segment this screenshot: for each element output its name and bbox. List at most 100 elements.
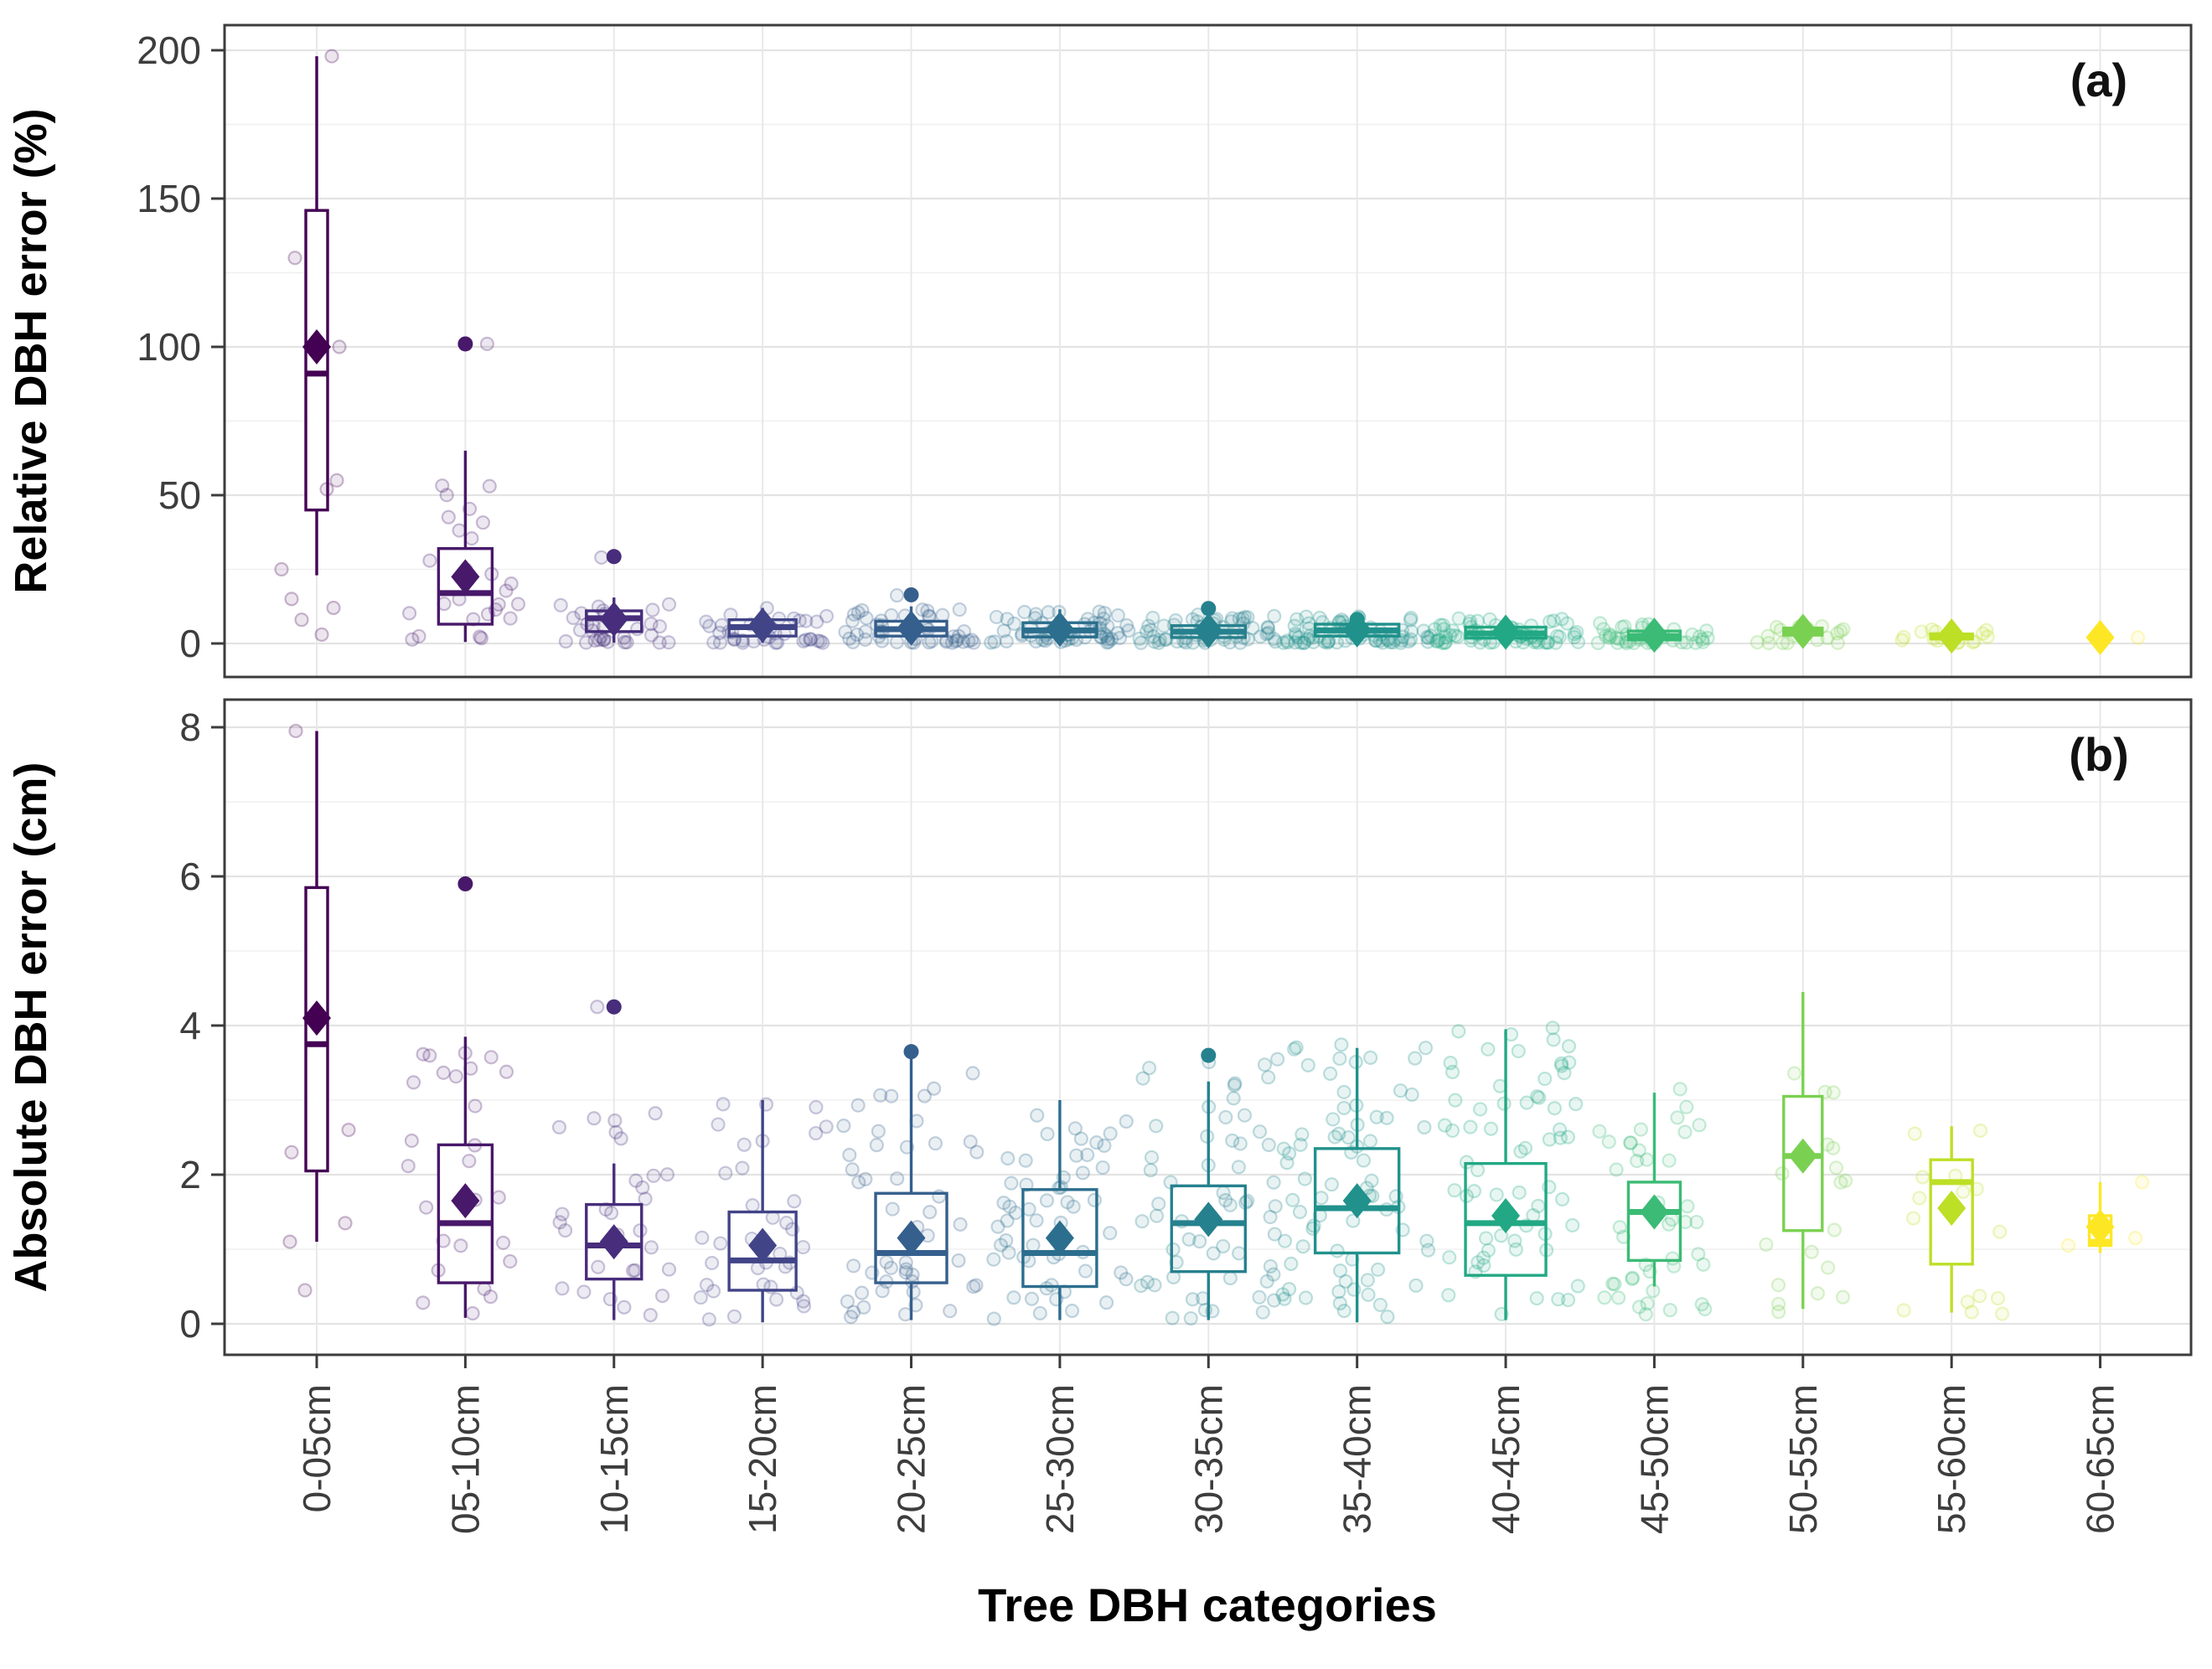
x-tick-label: 30-35cm: [1186, 1384, 1230, 1534]
boxplot-55-60cm: [1896, 1123, 2010, 1321]
jitter-point: [1075, 1165, 1090, 1181]
mean-diamond: [599, 1224, 628, 1260]
jitter-point: [1827, 1222, 1842, 1238]
jitter-point: [1255, 1305, 1270, 1320]
panel-b: 0 2 4 6 8 (b) Absolute DBH error (cm): [6, 698, 2193, 1356]
jitter-point: [576, 1284, 592, 1300]
y-tick-label: 0: [179, 1302, 201, 1346]
x-tick-label: 50-55cm: [1781, 1384, 1825, 1534]
jitter-point: [1279, 633, 1295, 648]
jitter-point: [1992, 1224, 2008, 1239]
outlier-point: [903, 586, 919, 602]
jitter-point: [1775, 1166, 1790, 1181]
jitter-point: [288, 723, 303, 739]
jitter-point: [1235, 611, 1250, 627]
panel-border: [223, 23, 2193, 679]
jitter-point: [705, 1284, 721, 1299]
jitter-point: [468, 1138, 483, 1153]
jitter-point: [1021, 1253, 1036, 1269]
jitter-point: [1275, 1287, 1290, 1302]
jitter-point: [1268, 1199, 1283, 1214]
panel-content: [282, 723, 2150, 1327]
jitter-point: [1147, 634, 1162, 649]
jitter-point: [439, 488, 454, 503]
jitter-point: [1252, 1289, 1267, 1305]
jitter-point: [1610, 635, 1625, 650]
jitter-point: [1344, 1145, 1359, 1160]
jitter-point: [920, 603, 935, 618]
jitter-point: [1625, 1271, 1640, 1287]
jitter-point: [284, 1145, 299, 1160]
jitter-point: [1569, 1097, 1584, 1112]
jitter-point: [1692, 629, 1708, 644]
outlier-point: [606, 999, 622, 1015]
jitter-point: [1437, 1118, 1453, 1133]
jitter-point: [1240, 610, 1255, 625]
jitter-point: [1552, 629, 1567, 644]
jitter-point: [1496, 1096, 1512, 1111]
jitter-point: [1507, 1233, 1522, 1248]
jitter-point: [1067, 1121, 1083, 1136]
jitter-point: [855, 602, 870, 618]
jitter-point: [1680, 1199, 1695, 1214]
jitter-point: [1386, 635, 1401, 650]
x-tick-label: 15-20cm: [741, 1384, 784, 1534]
jitter-point: [643, 1240, 659, 1255]
jitter-point: [1163, 1175, 1178, 1190]
jitter-point: [1617, 619, 1632, 634]
jitter-point: [1623, 1135, 1638, 1150]
jitter-point: [1132, 631, 1147, 646]
jitter-point: [1466, 1184, 1482, 1199]
jitter-point: [661, 635, 676, 650]
jitter-point: [798, 633, 814, 648]
jitter-point: [441, 509, 456, 524]
jitter-point: [566, 610, 581, 626]
panel-a: 0 50 100 150 200 (a) Relative DBH error (%): [6, 23, 2193, 679]
jitter-point: [1119, 1114, 1134, 1129]
jitter-point: [1332, 1295, 1347, 1311]
jitter-point: [990, 1219, 1005, 1234]
jitter-point: [1677, 1214, 1693, 1230]
jitter-point: [661, 1262, 677, 1277]
jitter-point: [1964, 1305, 1979, 1320]
jitter-point: [1437, 635, 1452, 650]
jitter-point: [1546, 613, 1561, 628]
jitter-point: [1443, 1056, 1458, 1071]
jitter-point: [1381, 633, 1396, 648]
jitter-point: [1472, 635, 1488, 650]
jitter-point: [858, 632, 873, 647]
jitter-point: [879, 1254, 894, 1269]
jitter-point: [1532, 1090, 1547, 1105]
jitter-point: [1338, 1274, 1353, 1289]
jitter-point: [1002, 1199, 1017, 1214]
jitter-point: [1315, 615, 1330, 630]
jitter-point: [949, 633, 965, 648]
jitter-point: [630, 622, 645, 637]
jitter-point: [482, 478, 497, 493]
jitter-point: [1662, 1153, 1677, 1168]
jitter-point: [1245, 621, 1260, 636]
jitter-point: [1489, 1187, 1504, 1202]
jitter-point: [1139, 624, 1155, 639]
jitter-point: [711, 1117, 726, 1132]
jitter-point: [1000, 612, 1015, 627]
y-tick-label: 150: [137, 177, 201, 220]
mean-diamond: [1788, 613, 1817, 649]
jitter-point: [845, 613, 860, 628]
jitter-point: [2134, 1175, 2150, 1190]
jitter-point: [803, 632, 819, 647]
jitter-point: [843, 1310, 859, 1325]
jitter-point: [1549, 628, 1565, 643]
jitter-point: [1293, 635, 1309, 650]
jitter-point: [1297, 635, 1312, 650]
jitter-point: [659, 1167, 675, 1182]
jitter-point: [1087, 1192, 1102, 1207]
jitter-point: [1603, 628, 1618, 643]
jitter-point: [1662, 1217, 1677, 1232]
jitter-point: [1018, 1153, 1033, 1168]
y-tick-label: 200: [137, 28, 201, 72]
jitter-point: [1760, 628, 1775, 643]
jitter-point: [932, 1189, 947, 1204]
jitter-point: [955, 634, 971, 649]
jitter-point: [1826, 1140, 1841, 1156]
